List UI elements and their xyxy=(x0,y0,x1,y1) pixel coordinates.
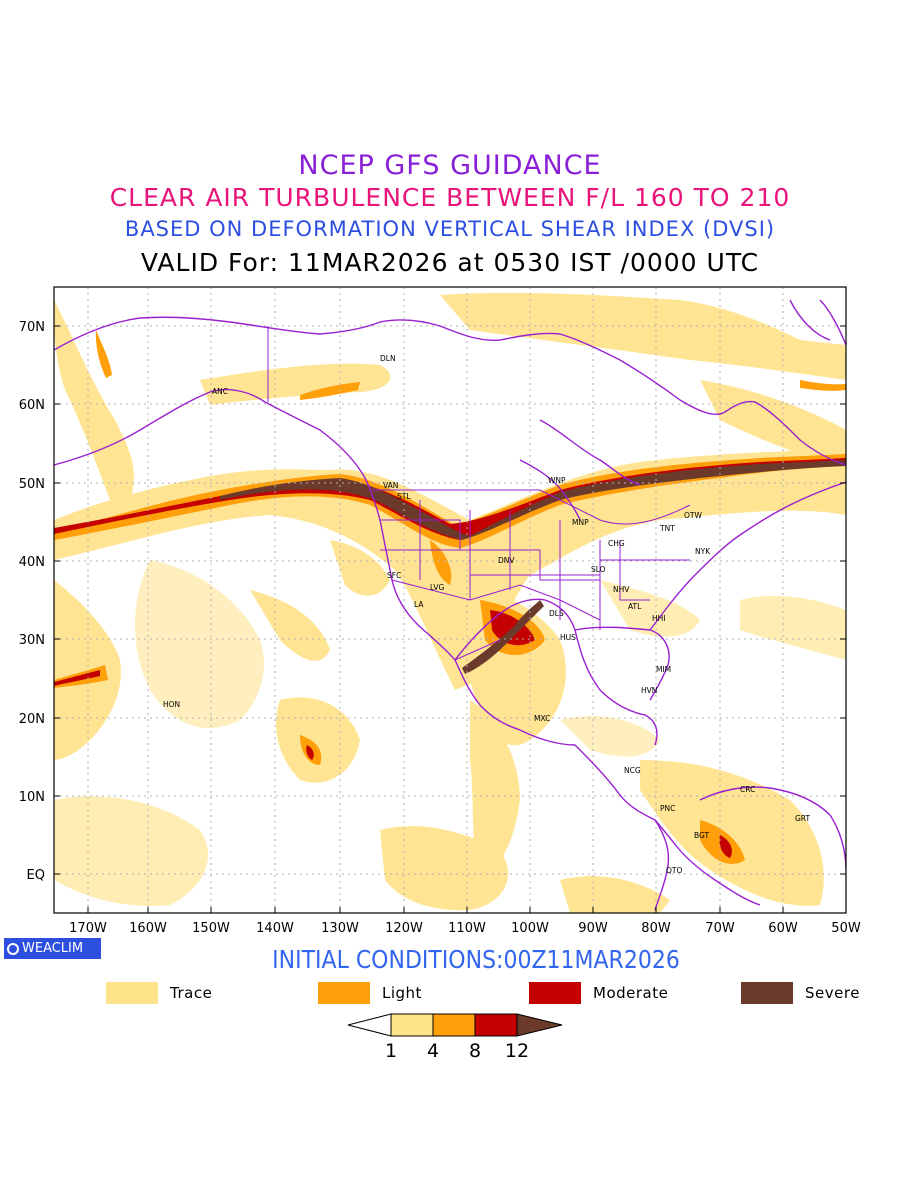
political-borders xyxy=(267,326,691,661)
lat-label: 20N xyxy=(19,712,45,727)
city-label: WNP xyxy=(548,476,566,485)
city-label: LA xyxy=(414,600,424,609)
colorbar xyxy=(347,1013,563,1037)
city-label: SFC xyxy=(387,571,401,580)
lat-label: 30N xyxy=(19,633,45,648)
chart-title-line3: BASED ON DEFORMATION VERTICAL SHEAR INDE… xyxy=(124,217,776,241)
city-label: NYK xyxy=(695,547,711,556)
lon-label: 150W xyxy=(192,921,230,936)
city-label: CHG xyxy=(608,539,625,548)
lat-label: 40N xyxy=(19,555,45,570)
map-frame xyxy=(53,286,847,914)
city-label: NHV xyxy=(613,585,630,594)
lat-label: 10N xyxy=(19,790,45,805)
colorbar-label-12: 12 xyxy=(504,1040,530,1062)
lon-label: 120W xyxy=(385,921,423,936)
city-label: BGT xyxy=(694,831,710,840)
chart-title-valid-time: VALID For: 11MAR2026 at 0530 IST /0000 U… xyxy=(140,248,760,277)
legend-swatch-moderate xyxy=(529,982,581,1004)
lat-label: 60N xyxy=(19,398,45,413)
city-label: NCG xyxy=(624,766,641,775)
city-label: ANC xyxy=(212,387,228,396)
trace-areas xyxy=(54,292,846,913)
legend-swatch-light xyxy=(318,982,370,1004)
lon-label: 160W xyxy=(129,921,167,936)
lon-label: 100W xyxy=(511,921,549,936)
legend-label-light: Light xyxy=(382,984,422,1002)
colorbar-label-8: 8 xyxy=(468,1040,482,1062)
legend-item-moderate: Moderate xyxy=(529,982,668,1004)
city-label: DLS xyxy=(549,609,564,618)
chart-title-line2: CLEAR AIR TURBULENCE BETWEEN F/L 160 TO … xyxy=(109,183,791,212)
city-label: OTW xyxy=(684,511,702,520)
lon-label: 80W xyxy=(641,921,671,936)
chart-title-line1: NCEP GFS GUIDANCE xyxy=(298,150,602,181)
turbulence-field xyxy=(54,292,846,913)
legend-label-severe: Severe xyxy=(805,984,860,1002)
colorbar-high-arrow xyxy=(516,1013,563,1037)
legend-label-trace: Trace xyxy=(170,984,213,1002)
colorbar-low-arrow xyxy=(347,1013,392,1037)
initial-conditions: INITIAL CONDITIONS:00Z11MAR2026 xyxy=(272,945,680,974)
city-label: QTO xyxy=(666,866,682,875)
city-label: SLO xyxy=(591,565,606,574)
colorbar-segment-light xyxy=(432,1013,476,1037)
city-label: MIM xyxy=(656,665,671,674)
city-label: DLN xyxy=(380,354,396,363)
legend-item-light: Light xyxy=(318,982,422,1004)
city-label: DNV xyxy=(498,556,515,565)
axis-ticks xyxy=(54,325,846,913)
lon-label: 110W xyxy=(448,921,486,936)
coastlines xyxy=(54,299,846,911)
lon-label: 70W xyxy=(705,921,735,936)
lon-label: 50W xyxy=(831,921,861,936)
legend-swatch-trace xyxy=(106,982,158,1004)
city-label: HON xyxy=(163,700,180,709)
colorbar-label-4: 4 xyxy=(426,1040,440,1062)
lat-label: 70N xyxy=(19,320,45,335)
lon-label: 90W xyxy=(578,921,608,936)
city-label: HHI xyxy=(652,614,666,623)
city-label: LVG xyxy=(430,583,444,592)
lon-label: 170W xyxy=(69,921,107,936)
city-label: HVN xyxy=(641,686,657,695)
legend-item-trace: Trace xyxy=(106,982,212,1004)
colorbar-segment-trace xyxy=(390,1013,434,1037)
city-label: MXC xyxy=(534,714,550,723)
colorbar-segment-moderate xyxy=(474,1013,518,1037)
city-label: TNT xyxy=(659,524,675,533)
colorbar-label-1: 1 xyxy=(384,1040,398,1062)
city-label: VAN xyxy=(383,481,398,490)
city-label: HUS xyxy=(560,633,576,642)
legend-swatch-severe xyxy=(741,982,793,1004)
weaclim-badge: WEACLIM xyxy=(4,938,101,959)
lat-label: 50N xyxy=(19,477,45,492)
lon-label: 60W xyxy=(768,921,798,936)
lon-label: 130W xyxy=(321,921,359,936)
city-label: PNC xyxy=(660,804,675,813)
graticule xyxy=(54,287,846,913)
weaclim-logo-icon xyxy=(7,942,19,955)
city-labels: DLN ANC VAN STL WNP MNP TNT OTW NYK CHG … xyxy=(163,354,810,875)
city-label: STL xyxy=(397,492,411,501)
city-label: CRC xyxy=(740,785,755,794)
longitude-labels: 170W 160W 150W 140W 130W 120W 110W 100W … xyxy=(69,921,861,936)
latitude-labels: 70N 60N 50N 40N 30N 20N 10N EQ xyxy=(19,320,45,883)
weaclim-badge-label: WEACLIM xyxy=(22,941,84,956)
legend-item-severe: Severe xyxy=(741,982,860,1004)
lat-label: EQ xyxy=(27,868,45,883)
city-label: ATL xyxy=(628,602,642,611)
city-label: GRT xyxy=(795,814,810,823)
city-label: MNP xyxy=(572,518,589,527)
lon-label: 140W xyxy=(256,921,294,936)
legend-label-moderate: Moderate xyxy=(593,984,669,1002)
